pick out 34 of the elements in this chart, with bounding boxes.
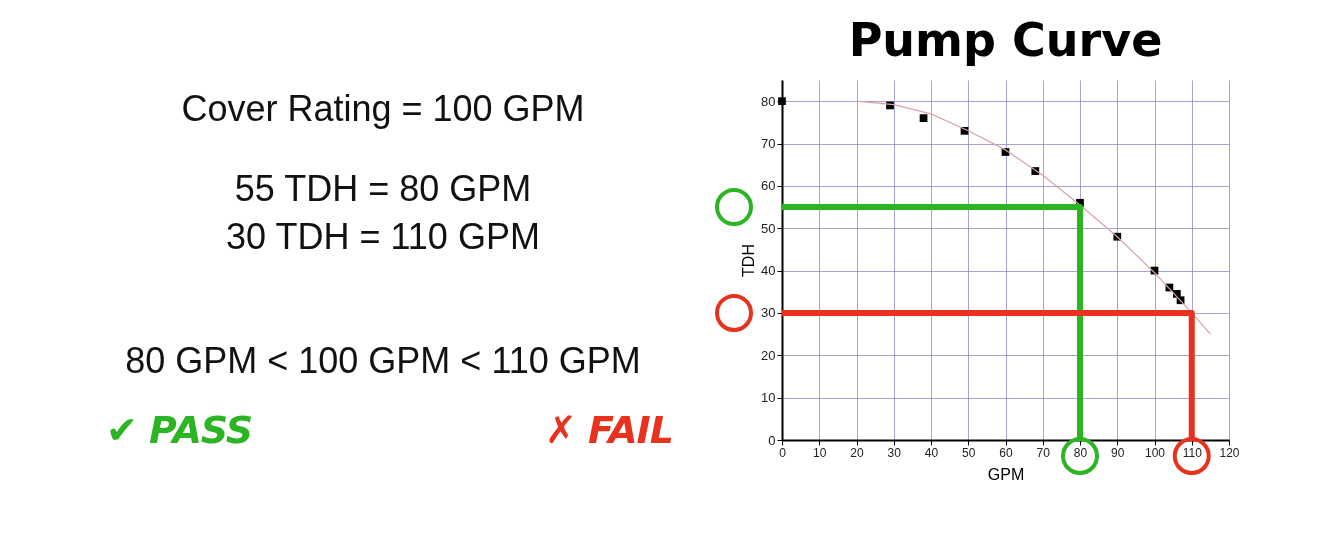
x-tick-label: 80 <box>1073 445 1088 460</box>
x-tick-label: 50 <box>962 445 976 460</box>
y-tick-label: 20 <box>761 347 776 363</box>
x-tick-label: 30 <box>887 445 902 460</box>
x-tick-label: 0 <box>779 445 787 460</box>
x-axis-title: GPM <box>987 465 1025 483</box>
y-tick-label: 70 <box>761 136 776 152</box>
y-tick-label: 30 <box>761 305 776 321</box>
x-tick-label: 90 <box>1111 445 1125 460</box>
y-axis-title: TDH <box>740 244 758 277</box>
y-tick-label: 40 <box>761 263 776 279</box>
y-tick-label: 10 <box>761 390 776 406</box>
y-tick-label: 80 <box>761 93 776 109</box>
x-tick-label: 10 <box>813 445 827 460</box>
y-tick-label: 60 <box>761 178 776 194</box>
x-tick-label: 110 <box>1182 445 1203 460</box>
point <box>778 97 786 106</box>
x-tick-label: 70 <box>1036 445 1051 460</box>
chart-title: Pump Curve <box>848 13 1163 67</box>
x-tick-label: 40 <box>924 445 939 460</box>
x-tick-label: 120 <box>1219 445 1240 460</box>
text: ✗ FAIL <box>545 408 673 452</box>
text: 30 TDH = 110 GPM <box>226 216 540 258</box>
x-tick-label: 20 <box>850 445 864 460</box>
text: ✔ PASS <box>106 408 253 452</box>
point <box>919 114 928 122</box>
y-tick-label: 50 <box>761 220 776 236</box>
text: Cover Rating = 100 GPM <box>181 88 585 130</box>
x-tick-label: 100 <box>1144 445 1166 460</box>
text: 55 TDH = 80 GPM <box>234 168 532 210</box>
line-series <box>855 100 1211 335</box>
y-tick-label: 0 <box>768 432 776 448</box>
x-tick-label: 60 <box>999 445 1013 460</box>
text: 80 GPM < 100 GPM < 110 GPM <box>125 340 641 382</box>
